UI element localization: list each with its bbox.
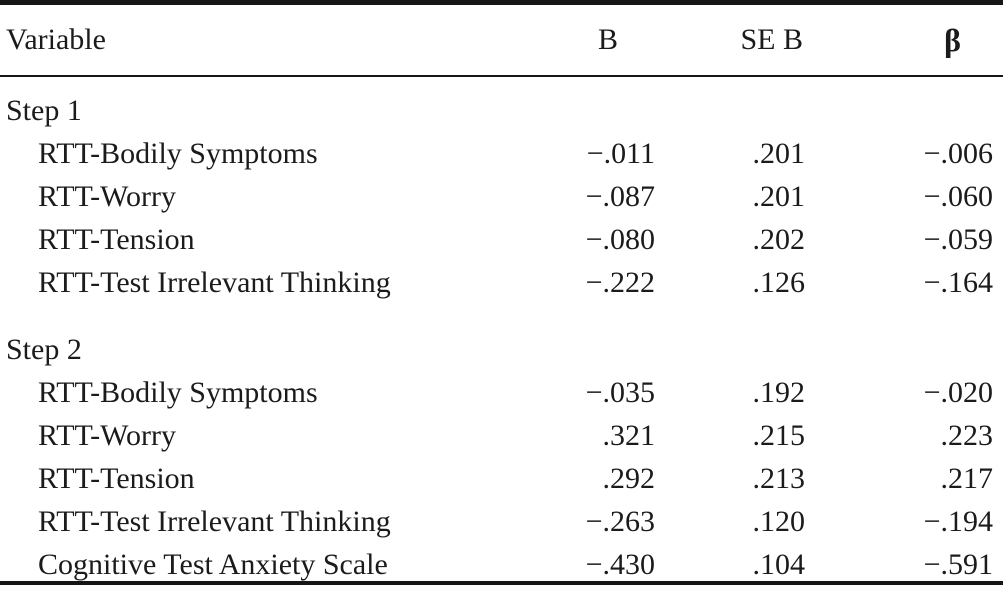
cell-se-b: .213 <box>752 461 806 495</box>
cell-b: −.011 <box>586 136 655 170</box>
cell-beta: −.020 <box>923 375 993 409</box>
cell-se-b: .215 <box>752 418 806 452</box>
table-row: RTT-Tension −.080 .202 −.059 <box>0 218 1003 261</box>
section-gap-spacer-cell <box>0 304 1003 328</box>
table-row: RTT-Bodily Symptoms −.035 .192 −.020 <box>0 371 1003 414</box>
section-label-row: Step 1 <box>0 89 1003 132</box>
cell-variable: RTT-Bodily Symptoms <box>38 136 318 170</box>
table-row: RTT-Bodily Symptoms −.011 .201 −.006 <box>0 132 1003 175</box>
cell-variable: RTT-Test Irrelevant Thinking <box>38 265 391 299</box>
cell-se-b: .202 <box>752 222 806 256</box>
cell-se-b: .192 <box>752 375 806 409</box>
cell-b: −.087 <box>585 179 655 213</box>
cell-variable: RTT-Worry <box>38 418 176 452</box>
column-header-se-b: SE B <box>655 5 805 77</box>
table-header: Variable B SE B β <box>0 5 1003 77</box>
cell-beta: −.059 <box>923 222 993 256</box>
cell-variable: RTT-Tension <box>38 222 195 256</box>
column-header-variable: Variable <box>0 5 535 77</box>
section-label: Step 2 <box>6 332 82 366</box>
cell-se-b: .201 <box>752 179 806 213</box>
cell-beta: .223 <box>940 418 994 452</box>
table-body: Step 1 RTT-Bodily Symptoms −.011.201 −.006 R… <box>0 76 1003 586</box>
cell-b: −.430 <box>585 547 655 581</box>
column-header-b: B <box>535 5 655 77</box>
section-label-row: Step 2 <box>0 328 1003 371</box>
table-row: RTT-Worry .321 .215 .223 <box>0 414 1003 457</box>
cell-variable: Cognitive Test Anxiety Scale <box>38 547 388 581</box>
table-row: RTT-Test Irrelevant Thinking −.222 .126 −.1… <box>0 261 1003 304</box>
column-header-beta: β <box>805 5 1003 77</box>
table-top-rule <box>0 0 1003 5</box>
section-gap-spacer <box>0 304 1003 328</box>
cell-b: −.222 <box>585 265 655 299</box>
cell-se-b: .104 <box>752 547 806 581</box>
cell-beta: −.591 <box>923 547 993 581</box>
cell-beta: .217 <box>940 461 994 495</box>
cell-b: .321 <box>602 418 656 452</box>
cell-beta: −.006 <box>923 136 993 170</box>
cell-variable: RTT-Bodily Symptoms <box>38 375 318 409</box>
cell-se-b: .120 <box>752 504 806 538</box>
table-row: RTT-Tension .292 .213 .217 <box>0 457 1003 500</box>
cell-b: −.263 <box>585 504 655 538</box>
table-row: RTT-Worry −.087 .201 −.060 <box>0 175 1003 218</box>
table-bottom-rule <box>0 581 1003 585</box>
table-row: RTT-Test Irrelevant Thinking −.263 .120 −.1… <box>0 500 1003 543</box>
header-gap-spacer-cell <box>0 76 1003 89</box>
header-gap-spacer <box>0 76 1003 89</box>
cell-beta: −.194 <box>923 504 993 538</box>
cell-b: .292 <box>602 461 656 495</box>
cell-variable: RTT-Tension <box>38 461 195 495</box>
section-label: Step 1 <box>6 93 82 127</box>
header-row: Variable B SE B β <box>0 5 1003 77</box>
cell-b: −.035 <box>585 375 655 409</box>
regression-table: Variable B SE B β Step 1 RTT-Bodily Sympt… <box>0 5 1003 586</box>
cell-beta: −.060 <box>923 179 993 213</box>
cell-variable: RTT-Worry <box>38 179 176 213</box>
cell-se-b: .126 <box>752 265 806 299</box>
cell-variable: RTT-Test Irrelevant Thinking <box>38 504 391 538</box>
cell-beta: −.164 <box>923 265 993 299</box>
cell-b: −.080 <box>585 222 655 256</box>
table-row: Cognitive Test Anxiety Scale −.430 .104 −.5… <box>0 543 1003 586</box>
cell-se-b: .201 <box>752 136 806 170</box>
